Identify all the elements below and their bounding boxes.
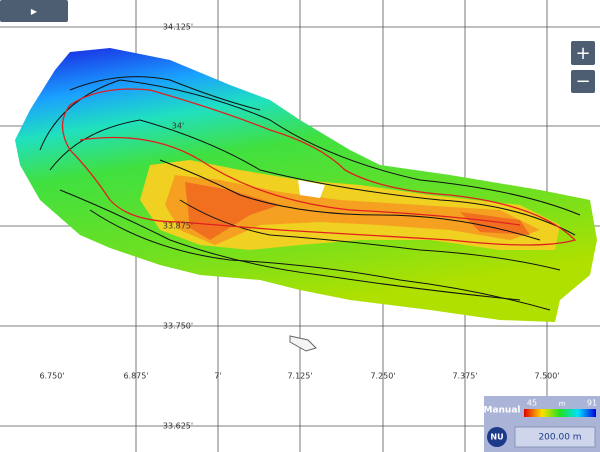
zoom-out[interactable]: − — [571, 70, 595, 93]
latitude-label: 33.875' — [163, 222, 193, 231]
latitude-label: 34.125' — [163, 23, 193, 32]
legend-unit: m — [559, 400, 566, 408]
scale-box — [514, 426, 596, 448]
longitude-label: 7.250' — [370, 372, 395, 381]
latitude-label: 33.625' — [163, 422, 193, 431]
longitude-label: 7' — [214, 372, 221, 381]
depth-survey — [15, 48, 597, 322]
compass[interactable] — [487, 427, 507, 447]
legend: Manual 45 m 91 NU 200.00 m — [483, 396, 600, 452]
boat-icon — [289, 335, 317, 352]
latitude-label: 33.750' — [163, 322, 193, 331]
longitude-label: 7.125' — [287, 372, 312, 381]
compass-label: NU — [490, 433, 503, 442]
scale-label: 200.00 m — [538, 433, 581, 443]
color-bar — [524, 409, 596, 417]
longitude-label: 6.875' — [123, 372, 148, 381]
legend-min: 45 — [527, 399, 537, 408]
legend-max: 91 — [587, 399, 597, 408]
longitude-label: 7.500' — [534, 372, 559, 381]
longitude-label: 7.375' — [452, 372, 477, 381]
latitude-label: 34' — [172, 122, 184, 131]
play-button[interactable]: ▶ — [0, 0, 68, 22]
legend-mode: Manual — [483, 406, 520, 416]
zoom-in[interactable]: + — [571, 41, 595, 65]
longitude-label: 6.750' — [39, 372, 64, 381]
